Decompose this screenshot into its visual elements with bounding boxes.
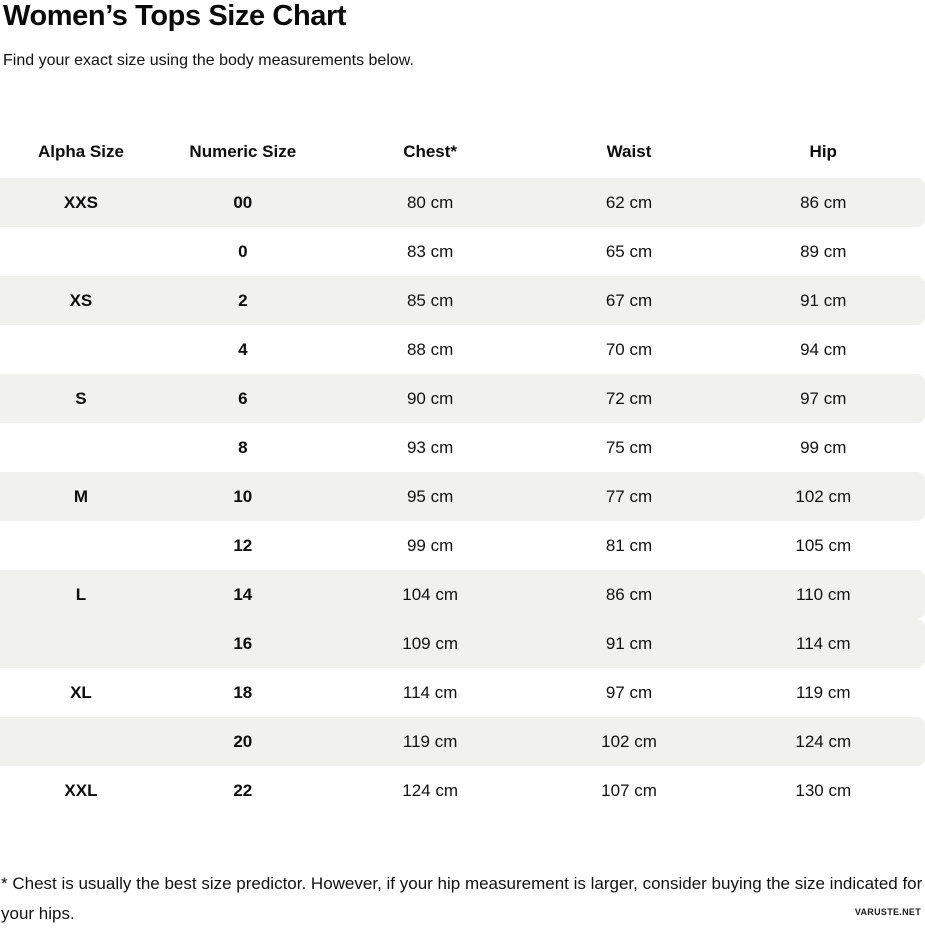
- cell-hip: 94 cm: [722, 325, 925, 374]
- cell-chest: 90 cm: [324, 374, 537, 423]
- cell-chest: 114 cm: [324, 668, 537, 717]
- cell-waist: 65 cm: [537, 227, 722, 276]
- cell-hip: 105 cm: [722, 521, 925, 570]
- cell-hip: 124 cm: [722, 717, 925, 766]
- cell-alpha: [0, 619, 162, 668]
- watermark: VARUSTE.NET: [855, 907, 921, 917]
- cell-waist: 67 cm: [537, 276, 722, 325]
- cell-hip: 99 cm: [722, 423, 925, 472]
- column-header-hip: Hip: [722, 126, 925, 178]
- cell-hip: 89 cm: [722, 227, 925, 276]
- cell-numeric: 16: [162, 619, 324, 668]
- cell-waist: 81 cm: [537, 521, 722, 570]
- cell-hip: 119 cm: [722, 668, 925, 717]
- cell-chest: 95 cm: [324, 472, 537, 521]
- cell-alpha: L: [0, 570, 162, 619]
- cell-waist: 102 cm: [537, 717, 722, 766]
- cell-waist: 75 cm: [537, 423, 722, 472]
- cell-alpha: [0, 325, 162, 374]
- page-title: Women’s Tops Size Chart: [0, 0, 925, 31]
- cell-chest: 83 cm: [324, 227, 537, 276]
- cell-alpha: S: [0, 374, 162, 423]
- cell-alpha: XL: [0, 668, 162, 717]
- chest-footnote: * Chest is usually the best size predict…: [1, 869, 923, 929]
- cell-chest: 93 cm: [324, 423, 537, 472]
- page-subtitle: Find your exact size using the body meas…: [3, 52, 925, 70]
- cell-waist: 97 cm: [537, 668, 722, 717]
- column-header-waist: Waist: [537, 126, 722, 178]
- cell-hip: 114 cm: [722, 619, 925, 668]
- cell-hip: 86 cm: [722, 178, 925, 227]
- cell-alpha: [0, 521, 162, 570]
- cell-numeric: 18: [162, 668, 324, 717]
- cell-waist: 72 cm: [537, 374, 722, 423]
- column-header-alphasize: Alpha Size: [0, 126, 162, 178]
- cell-numeric: 00: [162, 178, 324, 227]
- cell-alpha: [0, 717, 162, 766]
- cell-chest: 85 cm: [324, 276, 537, 325]
- cell-alpha: XXL: [0, 766, 162, 815]
- cell-chest: 119 cm: [324, 717, 537, 766]
- cell-alpha: XXS: [0, 178, 162, 227]
- cell-waist: 62 cm: [537, 178, 722, 227]
- cell-chest: 80 cm: [324, 178, 537, 227]
- column-header-chest: Chest*: [324, 126, 537, 178]
- cell-chest: 124 cm: [324, 766, 537, 815]
- cell-numeric: 0: [162, 227, 324, 276]
- cell-alpha: XS: [0, 276, 162, 325]
- cell-chest: 109 cm: [324, 619, 537, 668]
- cell-numeric: 14: [162, 570, 324, 619]
- cell-hip: 91 cm: [722, 276, 925, 325]
- cell-alpha: [0, 423, 162, 472]
- cell-numeric: 6: [162, 374, 324, 423]
- cell-waist: 91 cm: [537, 619, 722, 668]
- cell-chest: 88 cm: [324, 325, 537, 374]
- cell-numeric: 10: [162, 472, 324, 521]
- cell-numeric: 22: [162, 766, 324, 815]
- cell-chest: 99 cm: [324, 521, 537, 570]
- cell-hip: 97 cm: [722, 374, 925, 423]
- cell-numeric: 2: [162, 276, 324, 325]
- cell-numeric: 20: [162, 717, 324, 766]
- cell-hip: 110 cm: [722, 570, 925, 619]
- column-header-numericsize: Numeric Size: [162, 126, 324, 178]
- cell-chest: 104 cm: [324, 570, 537, 619]
- cell-numeric: 8: [162, 423, 324, 472]
- cell-hip: 102 cm: [722, 472, 925, 521]
- cell-waist: 86 cm: [537, 570, 722, 619]
- cell-waist: 77 cm: [537, 472, 722, 521]
- cell-alpha: [0, 227, 162, 276]
- cell-numeric: 4: [162, 325, 324, 374]
- cell-alpha: M: [0, 472, 162, 521]
- cell-waist: 70 cm: [537, 325, 722, 374]
- cell-hip: 130 cm: [722, 766, 925, 815]
- cell-waist: 107 cm: [537, 766, 722, 815]
- cell-numeric: 12: [162, 521, 324, 570]
